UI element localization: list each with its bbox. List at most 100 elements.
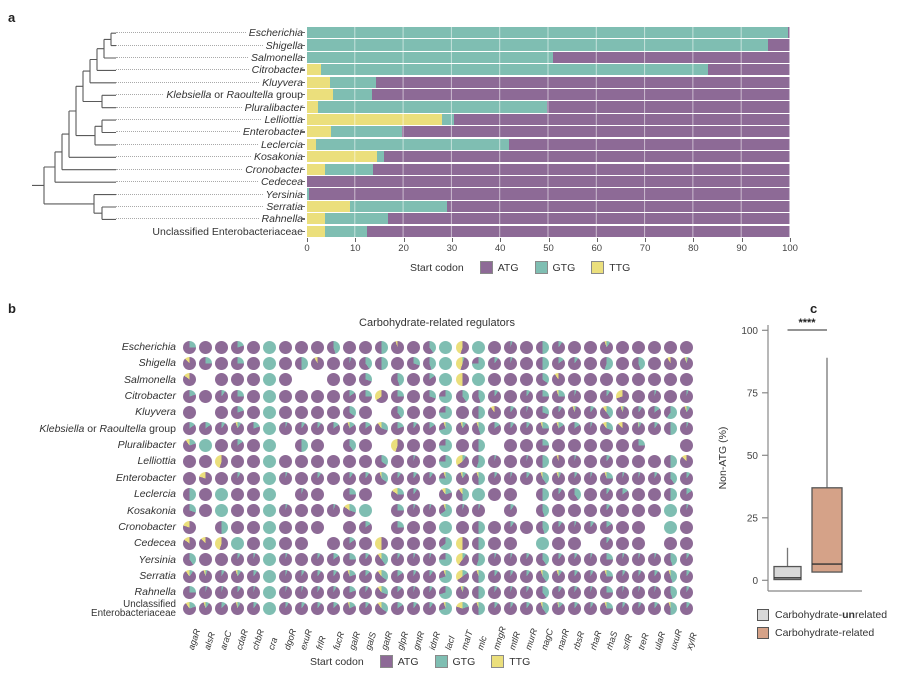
- pie-srlR-15: [616, 585, 630, 599]
- pie-rhaS-16: [600, 602, 614, 616]
- genus-name-part: or: [211, 89, 227, 102]
- pie-araC-15: [214, 585, 228, 599]
- ttg-segment: [307, 138, 317, 150]
- genus-name-part: Pluralibacter: [244, 101, 303, 114]
- pie-idnR-10: [423, 504, 437, 518]
- pie-alsR-6: [198, 438, 212, 452]
- gtg-segment: [307, 51, 554, 63]
- pie-galR-13: [343, 553, 357, 567]
- pie-galS-10: [359, 504, 373, 518]
- pie-mtlR-15: [503, 585, 517, 599]
- genus-name-part: Salmonella: [124, 373, 176, 386]
- pie-araC-1: [214, 357, 228, 371]
- genus-name-part: or: [84, 422, 100, 435]
- pie-alsR-14: [198, 569, 212, 583]
- gene-label-rhaR: rhaR: [587, 629, 604, 652]
- pie-chbR-16: [246, 602, 260, 616]
- pie-dgoR-4: [278, 406, 292, 420]
- pie-galS-3: [359, 389, 373, 403]
- pie-murR-3: [519, 389, 533, 403]
- pie-mngR-2: [487, 373, 501, 387]
- pie-mngR-14: [487, 569, 501, 583]
- pie-mtlR-14: [503, 569, 517, 583]
- pie-nanR-16: [551, 602, 565, 616]
- gene-label-mngR: mngR: [491, 625, 509, 652]
- pie-lacI-1: [439, 357, 453, 371]
- pie-fucR-5: [327, 422, 341, 436]
- pie-gntR-5: [407, 422, 421, 436]
- pie-mngR-11: [487, 520, 501, 534]
- pie-malT-4: [455, 406, 469, 420]
- pie-rhaR-5: [584, 422, 597, 436]
- box-Carbohydrate-unrelated: [773, 565, 802, 581]
- pie-glpR-8: [391, 471, 405, 485]
- pie-mlc-1: [471, 357, 485, 371]
- dotted-leader: [116, 68, 249, 71]
- bar-row-tick: [301, 193, 305, 195]
- pie-ulaR-15: [648, 585, 662, 599]
- tree-leaf-row: Lelliottia: [116, 114, 303, 126]
- ttg-segment: [307, 213, 325, 225]
- pie-araC-9: [214, 487, 228, 501]
- pie-gntR-14: [407, 569, 421, 583]
- gene-label-dgoR: dgoR: [282, 627, 299, 652]
- pie-nagC-15: [535, 585, 549, 599]
- pie-dgoR-10: [278, 504, 292, 518]
- pie-rbsR-9: [567, 487, 581, 501]
- genus-name-part: Kluyvera: [262, 76, 303, 89]
- pie-rbsR-14: [567, 569, 581, 583]
- pie-chbR-9: [246, 487, 260, 501]
- pie-cra-9: [262, 487, 276, 501]
- pie-rhaS-4: [600, 406, 614, 420]
- ttg-segment: [307, 89, 334, 101]
- pie-gatR-5: [375, 422, 389, 436]
- pie-xylR-15: [680, 585, 694, 599]
- pie-murR-15: [519, 585, 533, 599]
- pie-lacI-16: [439, 602, 453, 616]
- pie-malT-8: [455, 471, 469, 485]
- pie-nanR-6: [551, 438, 565, 452]
- x-axis-tick-mark: [741, 238, 743, 242]
- pie-srlR-0: [616, 340, 630, 354]
- x-axis-tick-label: 20: [398, 243, 409, 254]
- legend-swatch-ttg: [491, 655, 505, 668]
- pie-cra-5: [262, 422, 276, 436]
- pie-fucR-15: [327, 585, 341, 599]
- legend-item-atg: ATG: [479, 261, 519, 274]
- pie-frlR-9: [310, 487, 324, 501]
- stacked-bar-row: [307, 126, 790, 138]
- genus-name-part: Klebsiella: [166, 89, 212, 102]
- pie-rbsR-4: [567, 406, 581, 420]
- pie-srlR-12: [616, 536, 630, 550]
- pie-alsR-12: [198, 536, 212, 550]
- pie-exuR-14: [294, 569, 308, 583]
- pie-uxuR-1: [664, 357, 678, 371]
- tree-leaf-row: Unclassified Enterobacteriaceae: [116, 226, 303, 238]
- genus-name-part: Enterobacter: [242, 126, 303, 139]
- genus-name-part: Leclercia: [260, 138, 303, 151]
- pie-nagC-3: [535, 389, 549, 403]
- pie-uxuR-14: [664, 569, 678, 583]
- pie-rbsR-3: [567, 389, 581, 403]
- pie-murR-16: [519, 602, 533, 616]
- pie-araC-5: [214, 422, 228, 436]
- pie-galS-8: [359, 471, 373, 485]
- pie-mtlR-10: [503, 504, 517, 518]
- pie-galS-1: [359, 357, 373, 371]
- pie-rhaS-6: [600, 438, 614, 452]
- bar-row-tick: [301, 205, 305, 208]
- pie-treR-6: [632, 438, 646, 452]
- x-axis-tick-mark: [307, 238, 308, 242]
- pie-galR-2: [343, 373, 357, 387]
- pie-mngR-4: [487, 406, 501, 420]
- pie-malT-1: [455, 357, 469, 371]
- stacked-bar-row: [307, 101, 790, 113]
- pie-gntR-12: [407, 536, 421, 550]
- x-axis-tick-label: 30: [446, 243, 458, 254]
- gtg-segment: [307, 39, 769, 51]
- ttg-segment: [307, 76, 330, 88]
- pie-agaR-9: [182, 487, 196, 501]
- pie-idnR-14: [423, 569, 437, 583]
- pie-row-label: Rahnella: [0, 584, 176, 600]
- legend-swatch-gtg: [534, 261, 548, 274]
